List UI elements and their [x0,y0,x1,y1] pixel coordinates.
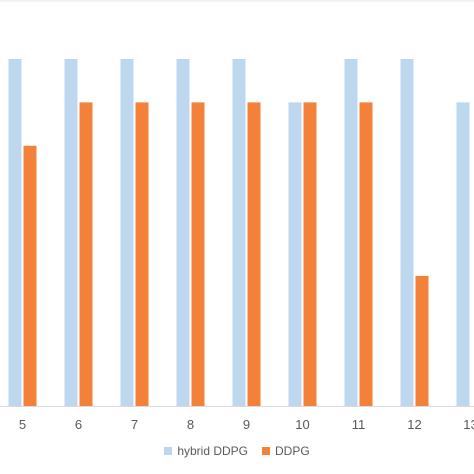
bar-ddpg-11 [359,102,373,407]
x-tick-label-5: 5 [19,417,26,432]
x-tick-label-6: 6 [75,417,82,432]
bar-hybrid-ddpg-11 [344,59,358,406]
bar-ddpg-12 [415,275,429,407]
legend-item-ddpg: DDPG [262,444,310,458]
legend-swatch-ddpg [262,447,270,455]
bar-ddpg-6 [79,102,93,407]
legend-item-hybrid-ddpg: hybrid DDPG [164,444,248,458]
bars-layer [8,59,470,407]
x-tick-label-11: 11 [352,417,366,432]
bar-hybrid-ddpg-5 [8,59,22,406]
x-tick-labels: 5 6 7 8 9 10 11 12 13 [19,417,474,432]
legend-label-ddpg: DDPG [275,444,310,458]
legend-label-hybrid-ddpg: hybrid DDPG [177,444,248,458]
x-tick-label-7: 7 [131,417,138,432]
bar-ddpg-9 [247,102,261,407]
x-tick-label-10: 10 [295,417,309,432]
x-tick-label-13: 13 [463,417,474,432]
bar-hybrid-ddpg-9 [232,59,246,406]
bar-ddpg-8 [191,102,205,407]
x-tick-label-9: 9 [243,417,250,432]
bar-ddpg-10 [303,102,317,407]
bar-ddpg-7 [135,102,149,407]
bar-hybrid-ddpg-8 [176,59,190,406]
x-tick-label-12: 12 [407,417,421,432]
legend: hybrid DDPG DDPG [0,442,474,460]
x-tick-label-8: 8 [187,417,194,432]
bar-hybrid-ddpg-13 [456,102,470,407]
bar-ddpg-5 [23,145,37,406]
bar-hybrid-ddpg-12 [400,59,414,406]
bar-hybrid-ddpg-6 [64,59,78,406]
bar-hybrid-ddpg-10 [288,102,302,407]
legend-swatch-hybrid-ddpg [164,447,173,455]
bar-hybrid-ddpg-7 [120,59,134,406]
